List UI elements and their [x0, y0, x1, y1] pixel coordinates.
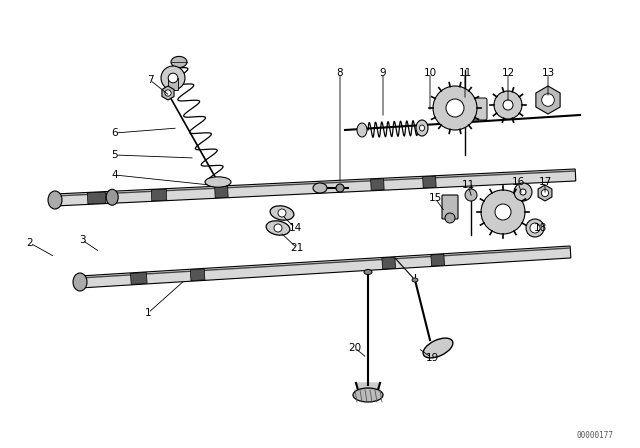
- Text: 18: 18: [533, 223, 547, 233]
- Circle shape: [161, 66, 185, 90]
- Text: 4: 4: [112, 170, 118, 180]
- Ellipse shape: [416, 120, 428, 136]
- Text: 15: 15: [428, 193, 442, 203]
- Text: 13: 13: [541, 68, 555, 78]
- Circle shape: [541, 190, 548, 197]
- Text: 19: 19: [426, 353, 438, 363]
- Ellipse shape: [357, 123, 367, 137]
- Bar: [371, 179, 384, 190]
- Circle shape: [514, 183, 532, 201]
- Circle shape: [465, 189, 477, 201]
- Text: 3: 3: [79, 235, 85, 245]
- Bar: [151, 189, 167, 201]
- Ellipse shape: [419, 125, 424, 131]
- Text: 1: 1: [145, 308, 151, 318]
- Polygon shape: [356, 383, 380, 393]
- Bar: [382, 257, 396, 269]
- Circle shape: [445, 213, 455, 223]
- Text: 17: 17: [538, 177, 552, 187]
- Circle shape: [446, 99, 464, 117]
- Circle shape: [278, 209, 286, 217]
- FancyBboxPatch shape: [79, 246, 571, 288]
- Circle shape: [274, 224, 282, 232]
- Text: 8: 8: [337, 68, 343, 78]
- Bar: [422, 176, 436, 188]
- Text: 11: 11: [461, 180, 475, 190]
- Ellipse shape: [526, 219, 544, 237]
- Text: 00000177: 00000177: [577, 431, 614, 439]
- Ellipse shape: [353, 388, 383, 402]
- Text: 7: 7: [147, 75, 154, 85]
- Circle shape: [165, 90, 171, 96]
- Ellipse shape: [313, 183, 327, 193]
- Text: 11: 11: [458, 68, 472, 78]
- FancyBboxPatch shape: [54, 169, 576, 206]
- Bar: [87, 192, 106, 204]
- Text: 10: 10: [424, 68, 436, 78]
- FancyBboxPatch shape: [453, 98, 487, 120]
- Text: 16: 16: [511, 177, 525, 187]
- Circle shape: [168, 73, 178, 83]
- Ellipse shape: [270, 206, 294, 220]
- Circle shape: [541, 94, 554, 106]
- Ellipse shape: [364, 270, 372, 275]
- Polygon shape: [538, 185, 552, 201]
- Circle shape: [481, 190, 525, 234]
- Bar: [190, 269, 205, 281]
- Ellipse shape: [266, 221, 290, 235]
- Bar: [131, 272, 147, 284]
- Polygon shape: [162, 86, 174, 100]
- Text: 5: 5: [112, 150, 118, 160]
- Ellipse shape: [412, 278, 418, 282]
- Circle shape: [530, 223, 540, 233]
- Ellipse shape: [423, 338, 453, 358]
- Text: 2: 2: [27, 238, 33, 248]
- Bar: [431, 254, 445, 266]
- FancyBboxPatch shape: [442, 195, 458, 219]
- Text: 14: 14: [289, 223, 301, 233]
- Circle shape: [494, 91, 522, 119]
- Ellipse shape: [171, 56, 187, 68]
- Circle shape: [503, 100, 513, 110]
- Text: 21: 21: [291, 243, 303, 253]
- Text: 12: 12: [501, 68, 515, 78]
- Ellipse shape: [205, 177, 231, 187]
- Circle shape: [495, 204, 511, 220]
- Ellipse shape: [106, 189, 118, 205]
- Circle shape: [433, 86, 477, 130]
- Ellipse shape: [336, 184, 344, 192]
- Polygon shape: [536, 86, 560, 114]
- Text: 20: 20: [348, 343, 362, 353]
- Bar: [168, 78, 179, 90]
- Text: 9: 9: [380, 68, 387, 78]
- Text: 6: 6: [112, 128, 118, 138]
- Bar: [214, 186, 228, 198]
- Circle shape: [520, 189, 526, 195]
- Ellipse shape: [48, 191, 62, 209]
- Ellipse shape: [73, 273, 87, 291]
